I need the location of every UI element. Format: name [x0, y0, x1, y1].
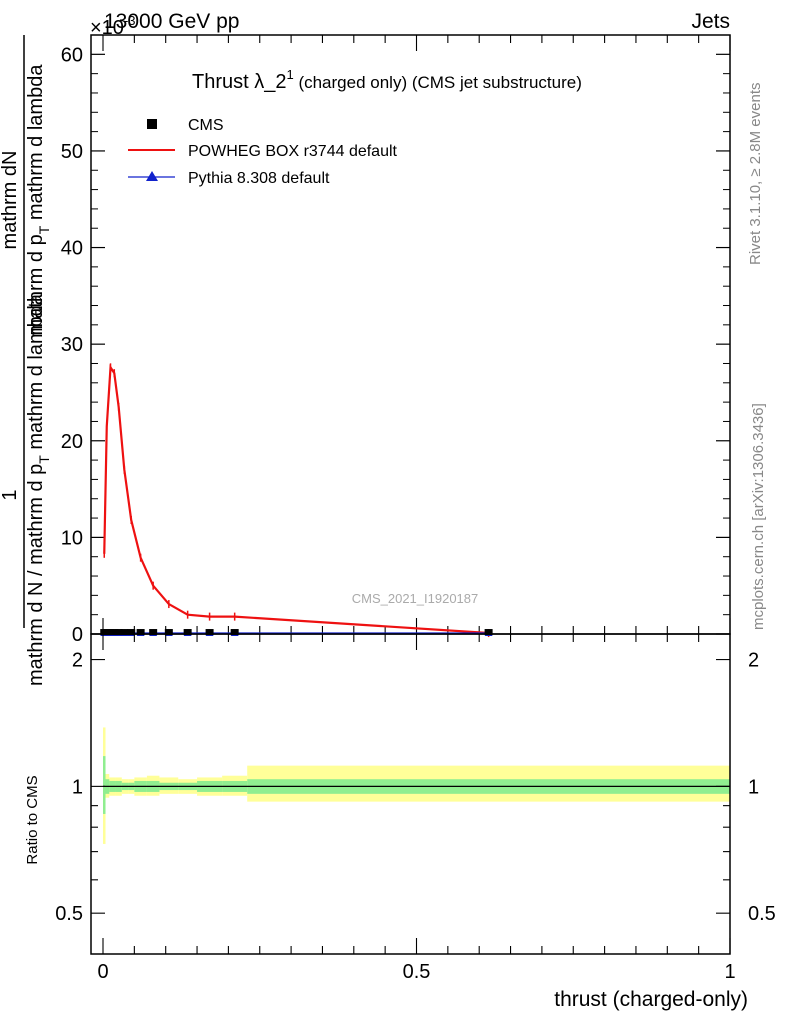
xlabel: thrust (charged-only) — [554, 988, 748, 1011]
ylabel-top-extra: mathrm d pT mathrm d lambda — [25, 64, 52, 336]
analysis-watermark: CMS_2021_I1920187 — [352, 591, 479, 606]
main-ylabel: 1 mathrm dN mathrm d pT mathrm d lambda … — [0, 35, 52, 686]
main-ytick-label: 0 — [72, 624, 83, 646]
ratio-ytick-label: 2 — [72, 650, 83, 672]
legend-label-pythia: Pythia 8.308 default — [188, 170, 330, 187]
rivet-label: Rivet 3.1.10, ≥ 2.8M events — [747, 83, 764, 266]
exponent-label: ×10-3 — [90, 13, 136, 39]
cms-point — [114, 629, 123, 636]
main-ytick-label: 20 — [61, 431, 83, 453]
cms-point — [120, 629, 129, 636]
mcplots-label: mcplots.cern.ch [arXiv:1306.3436] — [750, 403, 767, 630]
main-ytick-label: 40 — [61, 238, 83, 260]
ylabel-top: mathrm dN — [0, 151, 21, 250]
ratio-band-inner — [103, 756, 106, 814]
cms-point — [127, 629, 136, 636]
ylabel-numerator: 1 — [0, 489, 21, 500]
legend: CMS POWHEG BOX r3744 default Pythia 8.30… — [128, 117, 398, 187]
legend-marker-pythia — [146, 171, 158, 181]
ratio-ytick-label-right: 2 — [748, 650, 759, 672]
ratio-yticks: 0.5 0.5 1 1 2 2 — [55, 650, 776, 926]
legend-marker-cms — [147, 119, 157, 129]
ratio-xtick-label: 1 — [724, 961, 735, 983]
process-label: Jets — [691, 10, 730, 33]
ratio-xtick-label: 0.5 — [403, 961, 431, 983]
cms-point — [205, 629, 214, 636]
main-ytick-label: 50 — [61, 141, 83, 163]
cms-point — [136, 629, 145, 636]
cms-point — [484, 629, 493, 636]
ratio-bands — [103, 727, 730, 844]
cms-point — [164, 629, 173, 636]
ratio-ytick-label: 0.5 — [55, 903, 83, 925]
energy-label: 13000 GeV pp — [104, 10, 239, 33]
ratio-ytick-label-right: 0.5 — [748, 903, 776, 925]
cms-point — [110, 629, 119, 636]
main-ytick-label: 10 — [61, 527, 83, 549]
cms-point — [149, 629, 158, 636]
cms-point — [230, 629, 239, 636]
ylabel-bottom: mathrm d N / mathrm d pT mathrm d lambda — [25, 293, 52, 686]
main-frame — [90, 34, 731, 635]
legend-label-powheg: POWHEG BOX r3744 default — [188, 143, 398, 160]
main-ytick-label: 60 — [61, 44, 83, 66]
cms-series — [100, 629, 493, 636]
plot-title: Thrust λ_21 (charged only) (CMS jet subs… — [192, 67, 582, 93]
ratio-frame — [90, 633, 731, 955]
ratio-ytick-label-right: 1 — [748, 776, 759, 798]
ratio-ytick-label: 1 — [72, 776, 83, 798]
ratio-xticks: 0 0.5 1 — [97, 634, 736, 983]
legend-label-cms: CMS — [188, 117, 224, 134]
ratio-ylabel: Ratio to CMS — [24, 775, 41, 864]
main-ytick-label: 30 — [61, 334, 83, 356]
main-yticks: 0 10 20 30 40 50 60 — [61, 44, 730, 646]
cms-point — [183, 629, 192, 636]
ratio-xtick-label: 0 — [97, 961, 108, 983]
